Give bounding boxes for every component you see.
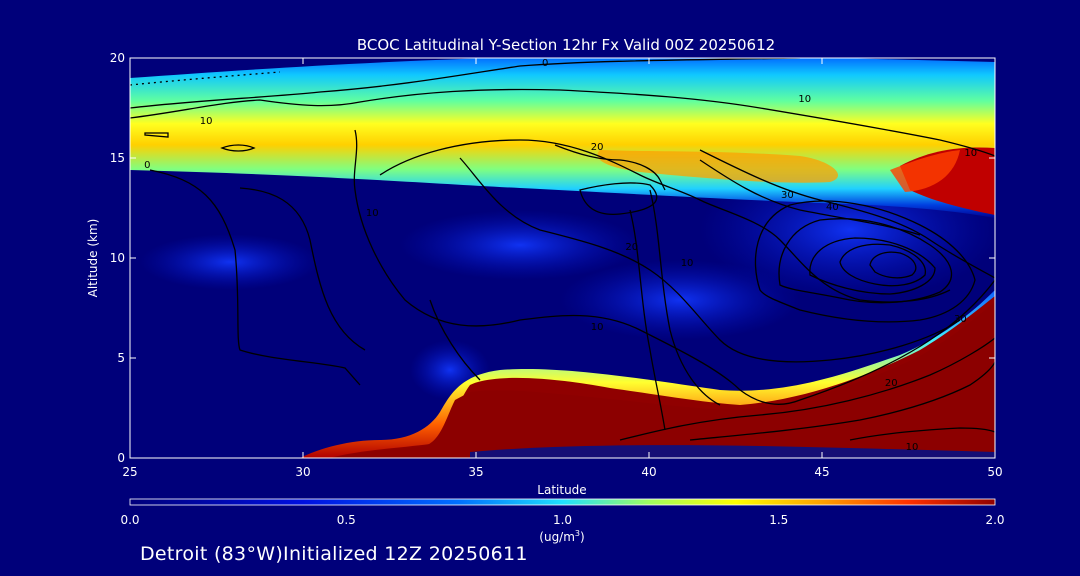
contour-label: 20: [885, 378, 898, 389]
chart-title: BCOC Latitudinal Y-Section 12hr Fx Valid…: [357, 36, 775, 54]
footer-initialized-info: Detroit (83°W)Initialized 12Z 20250611: [140, 543, 528, 565]
colorbar-label: (ug/m3): [539, 529, 584, 544]
contour-label: 0: [542, 58, 548, 69]
colorbar-tick-label: 0.0: [120, 513, 139, 527]
contour-lines: [130, 58, 995, 441]
x-axis: 25 30 35 40 45 50: [122, 58, 1003, 479]
contour-label: 0: [144, 160, 150, 171]
contour-label: 10: [681, 258, 694, 269]
contour-label: 10: [906, 442, 919, 453]
y-tick-label: 15: [110, 151, 125, 165]
contour-label: 40: [826, 202, 839, 213]
y-tick-label: 0: [117, 451, 125, 465]
contour-label: 30: [954, 314, 967, 325]
colorbar-label-superscript: 3: [575, 529, 580, 538]
y-tick-label: 5: [117, 351, 125, 365]
colorbar-tick-label: 2.0: [985, 513, 1004, 527]
colorbar-tick-label: 1.0: [553, 513, 572, 527]
x-tick-label: 30: [295, 465, 310, 479]
colorbar-ticks: 0.0 0.5 1.0 1.5 2.0: [120, 513, 1004, 527]
y-axis: 0 5 10 15 20: [110, 51, 995, 465]
x-tick-label: 25: [122, 465, 137, 479]
contour-label: 20: [591, 142, 604, 153]
colorbar-tick-label: 0.5: [337, 513, 356, 527]
contour-label: 30: [781, 190, 794, 201]
y-tick-label: 10: [110, 251, 125, 265]
contour-label: 10: [798, 94, 811, 105]
contour-label: 10: [591, 322, 604, 333]
colorbar-tick-label: 1.5: [769, 513, 788, 527]
x-tick-label: 35: [468, 465, 483, 479]
contour-label: 10: [964, 148, 977, 159]
x-axis-label: Latitude: [537, 483, 586, 497]
x-tick-label: 50: [987, 465, 1002, 479]
y-tick-label: 20: [110, 51, 125, 65]
contour-label: 10: [366, 208, 379, 219]
colorbar: 0.0 0.5 1.0 1.5 2.0 (ug/m3): [120, 498, 1005, 544]
contour-label: 10: [200, 116, 213, 127]
contour-labels: 0 0 10 10 10 10 10 10 10 20 20 20 30 30 40: [144, 58, 977, 453]
colorbar-bar: [129, 498, 996, 506]
x-tick-label: 40: [641, 465, 656, 479]
x-tick-label: 45: [814, 465, 829, 479]
y-axis-label: Altitude (km): [86, 219, 100, 298]
concentration-field: [130, 58, 995, 458]
contour-label: 20: [625, 242, 638, 253]
